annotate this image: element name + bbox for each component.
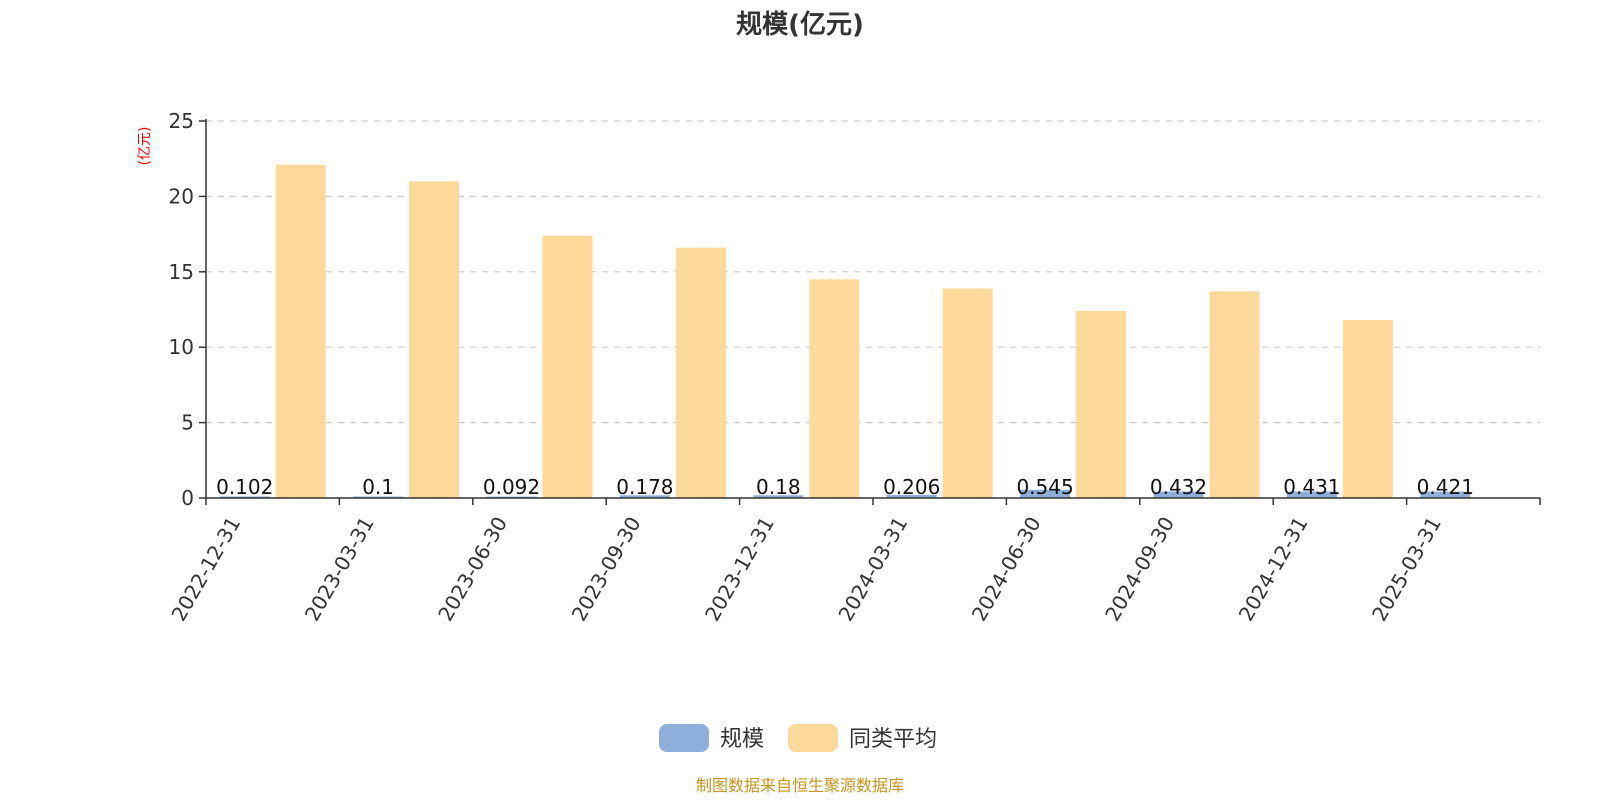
data-label-scale: 0.431 xyxy=(1283,475,1340,499)
data-labels: 0.102 0.1 0.092 0.178 0.18 0.206 0.545 0.432 0.4… xyxy=(216,475,1474,499)
bar-category-average[interactable] xyxy=(1076,311,1127,498)
bar-category-average[interactable] xyxy=(809,279,860,498)
bar-category-average[interactable] xyxy=(1209,291,1260,498)
data-label-scale: 0.432 xyxy=(1150,475,1207,499)
y-tick-label: 10 xyxy=(169,335,194,359)
x-tick-label: 2023-06-30 xyxy=(433,513,512,626)
x-tick-label: 2024-06-30 xyxy=(967,513,1046,626)
bar-category-average[interactable] xyxy=(409,181,460,498)
legend[interactable]: 规模 同类平均 xyxy=(659,724,937,752)
bar-category-average[interactable] xyxy=(675,247,726,498)
legend-label-category-average[interactable]: 同类平均 xyxy=(849,727,937,752)
x-tick-label: 2023-12-31 xyxy=(700,513,779,626)
bar-category-average[interactable] xyxy=(275,164,326,498)
x-tick-label: 2025-03-31 xyxy=(1367,513,1446,626)
bar-scale[interactable] xyxy=(1020,489,1071,498)
data-label-scale: 0.545 xyxy=(1016,475,1073,499)
chart-title: 规模(亿元) xyxy=(736,10,864,40)
y-tick-label: 20 xyxy=(169,184,194,208)
x-tick-label: 2022-12-31 xyxy=(166,513,245,626)
y-tick-label: 0 xyxy=(181,486,194,510)
bar-scale[interactable] xyxy=(619,495,670,498)
grid-lines xyxy=(206,120,1540,424)
bar-scale[interactable] xyxy=(886,494,937,498)
legend-swatch-category-average[interactable] xyxy=(788,724,838,752)
data-label-scale: 0.421 xyxy=(1417,475,1474,499)
x-tick-label: 2024-09-30 xyxy=(1100,513,1179,626)
bars xyxy=(219,164,1471,498)
data-label-scale: 0.178 xyxy=(616,475,673,499)
data-label-scale: 0.092 xyxy=(483,475,540,499)
y-tick-label: 5 xyxy=(181,411,194,435)
data-label-scale: 0.102 xyxy=(216,475,273,499)
x-tick-label: 2023-09-30 xyxy=(567,513,646,626)
y-tick-label: 25 xyxy=(169,109,194,133)
bar-scale[interactable] xyxy=(1286,491,1337,498)
y-tick-label: 15 xyxy=(169,260,194,284)
bar-category-average[interactable] xyxy=(1342,320,1393,498)
bar-category-average[interactable] xyxy=(942,288,993,498)
data-label-scale: 0.18 xyxy=(756,475,801,499)
x-tick-label: 2024-12-31 xyxy=(1234,513,1313,626)
bar-scale[interactable] xyxy=(753,495,804,498)
bar-scale[interactable] xyxy=(353,496,404,498)
legend-swatch-scale[interactable] xyxy=(659,724,709,752)
bar-scale[interactable] xyxy=(1153,491,1204,498)
bar-scale[interactable] xyxy=(219,496,270,498)
y-axis-label: (亿元) xyxy=(137,127,153,166)
data-label-scale: 0.1 xyxy=(362,475,394,499)
data-label-scale: 0.206 xyxy=(883,475,940,499)
source-note: 制图数据来自恒生聚源数据库 xyxy=(696,776,904,795)
legend-label-scale[interactable]: 规模 xyxy=(720,727,764,752)
bar-category-average[interactable] xyxy=(542,235,593,498)
x-tick-label: 2023-03-31 xyxy=(300,513,379,626)
bar-scale[interactable] xyxy=(1420,491,1471,498)
x-tick-label: 2024-03-31 xyxy=(833,513,912,626)
